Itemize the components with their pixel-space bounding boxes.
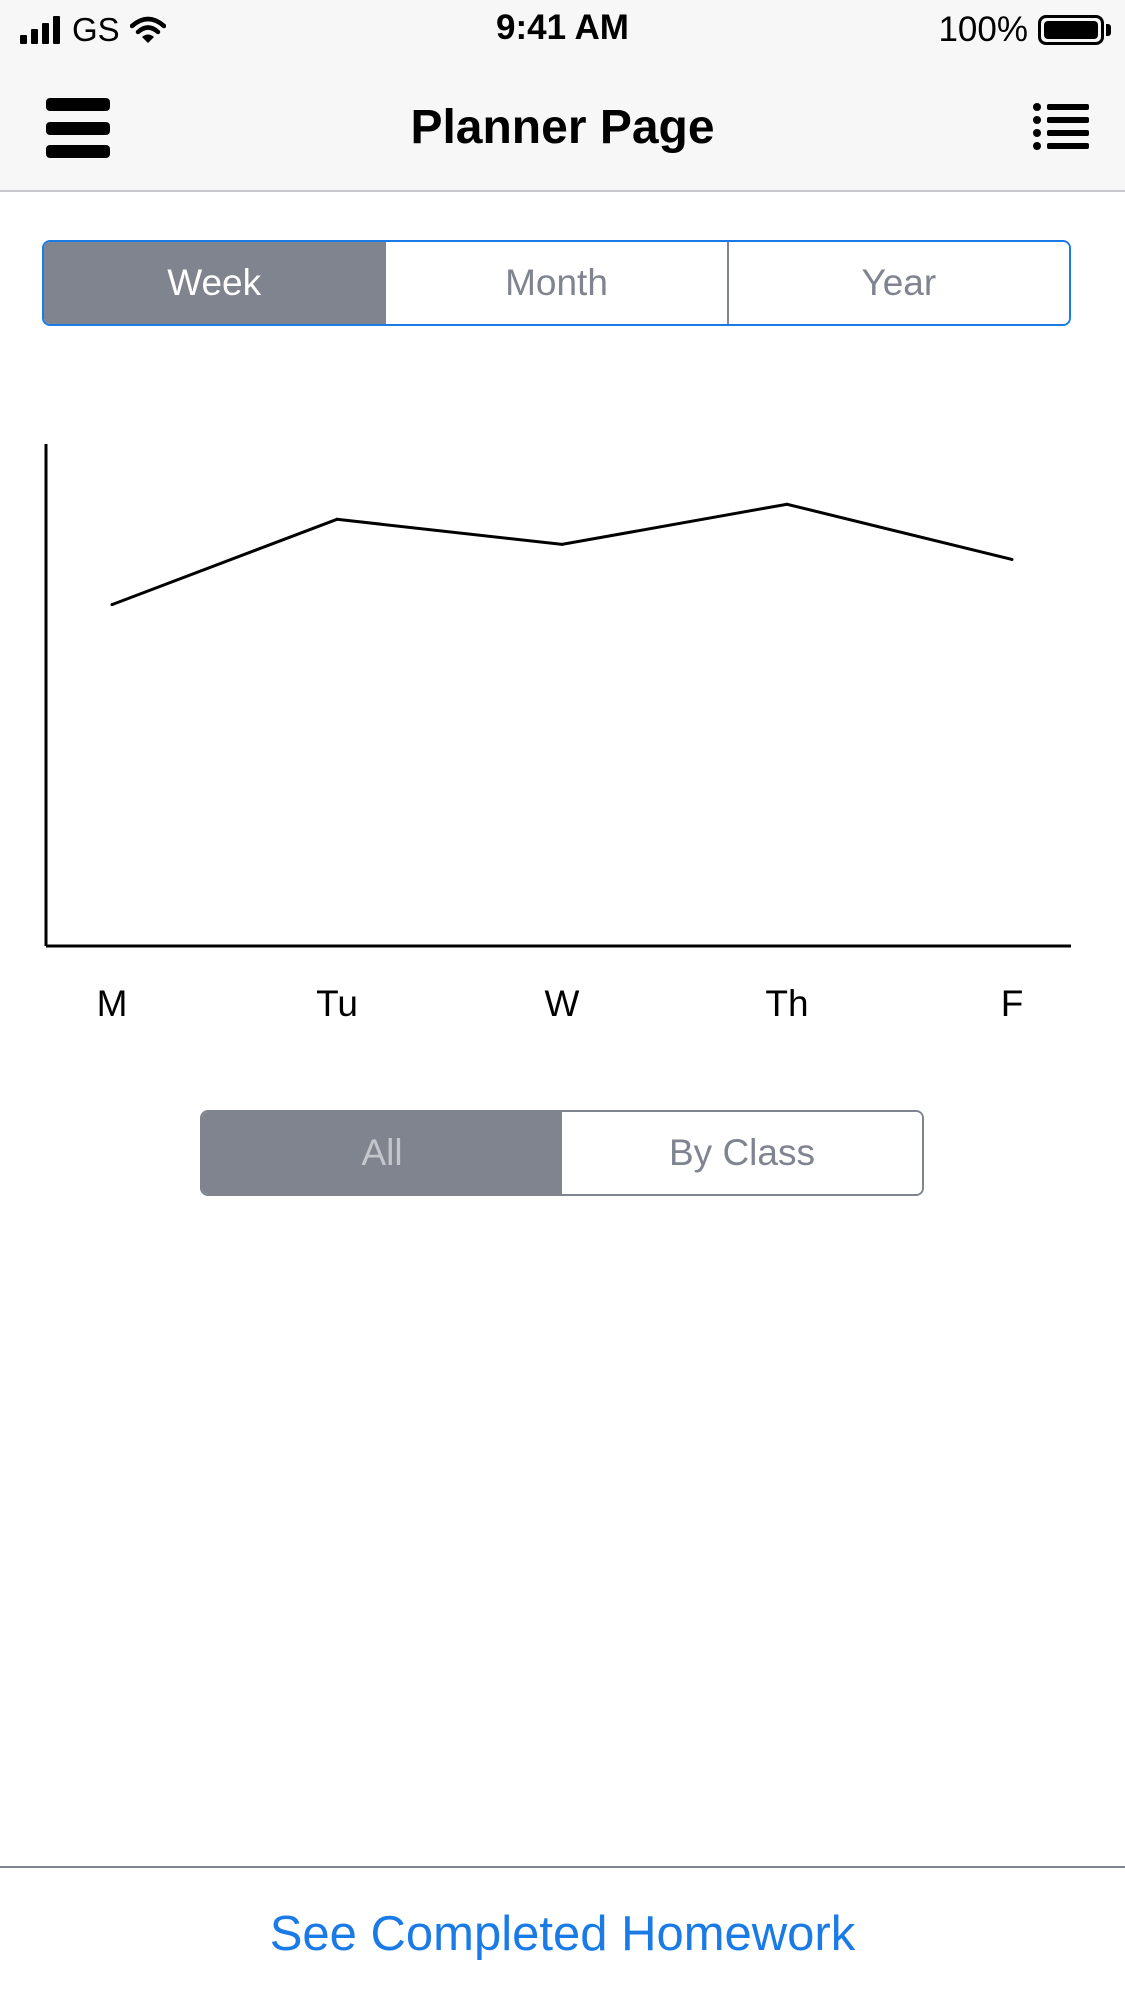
- period-segmented-control: Week Month Year: [42, 240, 1071, 326]
- page-title: Planner Page: [410, 101, 715, 154]
- segment-by-class[interactable]: By Class: [562, 1112, 922, 1194]
- x-tick-label-f: F: [1001, 983, 1024, 1024]
- status-right: 100%: [938, 10, 1111, 50]
- battery-percentage: 100%: [938, 10, 1028, 49]
- status-left: GS: [20, 10, 166, 50]
- list-icon[interactable]: [1033, 102, 1089, 152]
- data-point-m: [110, 603, 114, 607]
- segment-all[interactable]: All: [202, 1112, 562, 1194]
- series-layer: [110, 502, 1014, 607]
- filter-segmented-control: All By Class: [200, 1110, 924, 1196]
- battery-fill: [1044, 21, 1098, 39]
- hamburger-menu-icon[interactable]: [46, 98, 110, 158]
- signal-strength-icon: [20, 16, 60, 44]
- data-point-th: [785, 502, 789, 506]
- x-tick-labels: M Tu W Th F: [97, 983, 1024, 1024]
- status-bar: GS 9:41 AM 100%: [0, 0, 1125, 58]
- battery-icon: [1038, 15, 1104, 45]
- segment-week[interactable]: Week: [44, 242, 385, 324]
- bottom-toolbar: See Completed Homework: [0, 1866, 1125, 2001]
- data-point-f: [1010, 557, 1014, 561]
- weekly-line-chart: M Tu W Th F: [44, 444, 1071, 1024]
- navigation-bar: Planner Page: [0, 58, 1125, 192]
- segment-year[interactable]: Year: [726, 242, 1069, 324]
- series-line-0: [111, 502, 1013, 607]
- segment-month[interactable]: Month: [384, 242, 727, 324]
- x-tick-label-w: W: [545, 983, 580, 1024]
- battery-tip: [1106, 24, 1111, 36]
- x-tick-label-m: M: [97, 983, 128, 1024]
- data-point-tu: [335, 517, 339, 521]
- wifi-icon: [129, 16, 166, 43]
- x-tick-label-tu: Tu: [316, 983, 358, 1024]
- carrier-label: GS: [72, 11, 120, 48]
- see-completed-homework-link[interactable]: See Completed Homework: [269, 1907, 856, 1961]
- x-tick-label-th: Th: [765, 983, 808, 1024]
- data-point-w: [560, 542, 564, 546]
- status-time: 9:41 AM: [496, 8, 629, 47]
